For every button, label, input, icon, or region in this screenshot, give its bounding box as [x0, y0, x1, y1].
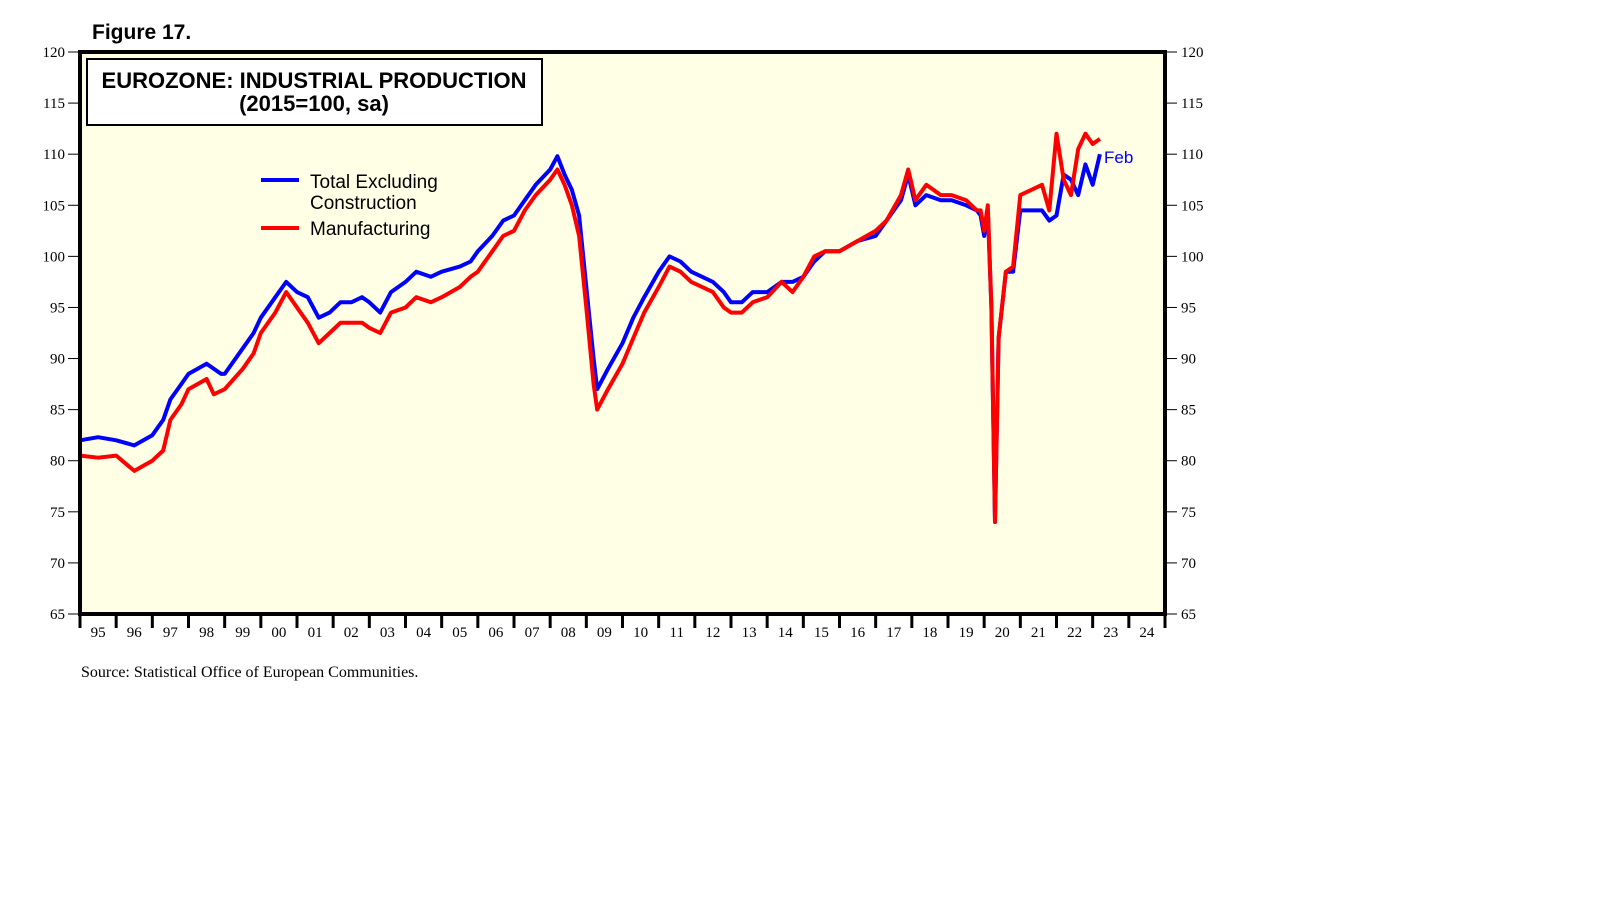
- y-tick-label-left: 115: [43, 96, 65, 112]
- x-tick-label: 95: [91, 625, 106, 641]
- y-tick-label-left: 110: [43, 147, 65, 163]
- y-tick-label-right: 70: [1181, 556, 1196, 572]
- x-tick-label: 00: [271, 625, 286, 641]
- x-tick-label: 24: [1139, 625, 1155, 641]
- x-tick-label: 15: [814, 625, 829, 641]
- chart-subtitle: (2015=100, sa): [239, 91, 389, 116]
- y-tick-label-left: 80: [50, 454, 65, 470]
- series-lines: [79, 131, 1102, 524]
- x-tick-label: 96: [127, 625, 143, 641]
- y-tick-label-left: 95: [50, 300, 65, 316]
- x-tick-label: 10: [633, 625, 648, 641]
- x-tick-label: 04: [416, 625, 432, 641]
- y-tick-label-left: 75: [50, 505, 65, 521]
- title-box: EUROZONE: INDUSTRIAL PRODUCTION (2015=10…: [86, 58, 543, 126]
- end-annotation: Feb: [1104, 148, 1133, 167]
- x-tick-label: 13: [742, 625, 757, 641]
- legend-label-total-2: Construction: [310, 193, 417, 214]
- plot-border: [78, 50, 1167, 616]
- x-tick-label: 19: [959, 625, 974, 641]
- y-tick-label-left: 90: [50, 352, 65, 368]
- x-tick-label: 03: [380, 625, 395, 641]
- y-tick-label-right: 95: [1181, 300, 1196, 316]
- x-tick-label: 16: [850, 625, 866, 641]
- x-tick-label: 23: [1103, 625, 1118, 641]
- y-tick-label-left: 85: [50, 403, 65, 419]
- y-tick-label-left: 100: [43, 249, 66, 265]
- x-tick-label: 08: [561, 625, 576, 641]
- y-tick-label-right: 120: [1181, 45, 1204, 61]
- x-tick-label: 09: [597, 625, 612, 641]
- x-tick-label: 02: [344, 625, 359, 641]
- figure-label: Figure 17.: [92, 21, 191, 44]
- x-tick-label: 22: [1067, 625, 1082, 641]
- x-tick-label: 98: [199, 625, 214, 641]
- x-tick-label: 21: [1031, 625, 1046, 641]
- source-note: Source: Statistical Office of European C…: [81, 664, 418, 681]
- x-tick-label: 97: [163, 625, 179, 641]
- chart-title: EUROZONE: INDUSTRIAL PRODUCTION: [102, 68, 527, 93]
- x-tick-label: 18: [922, 625, 937, 641]
- y-tick-label-left: 105: [43, 198, 66, 214]
- x-tick-label: 06: [488, 625, 504, 641]
- y-tick-label-right: 115: [1181, 96, 1203, 112]
- y-tick-label-left: 70: [50, 556, 65, 572]
- y-tick-label-right: 65: [1181, 607, 1196, 623]
- legend-label-manufacturing: Manufacturing: [310, 219, 430, 240]
- y-tick-label-right: 85: [1181, 403, 1196, 419]
- y-tick-label-right: 80: [1181, 454, 1196, 470]
- plot-area: [80, 52, 1165, 614]
- y-tick-label-right: 105: [1181, 198, 1204, 214]
- x-tick-label: 07: [525, 625, 541, 641]
- y-tick-label-right: 100: [1181, 249, 1204, 265]
- x-tick-label: 20: [995, 625, 1010, 641]
- x-tick-label: 11: [670, 625, 684, 641]
- x-tick-label: 17: [886, 625, 902, 641]
- x-tick-label: 99: [235, 625, 250, 641]
- x-tick-label: 05: [452, 625, 467, 641]
- legend-label-total-1: Total Excluding: [310, 172, 438, 193]
- series-line-manufacturing: [79, 131, 1102, 524]
- legend: Total Excluding Construction Manufacturi…: [261, 172, 438, 240]
- y-tick-label-right: 75: [1181, 505, 1196, 521]
- x-tick-label: 01: [308, 625, 323, 641]
- x-tick-label: 14: [778, 625, 794, 641]
- y-tick-label-right: 110: [1181, 147, 1203, 163]
- x-tick-label: 12: [705, 625, 720, 641]
- y-tick-label-right: 90: [1181, 352, 1196, 368]
- y-tick-label-left: 65: [50, 607, 65, 623]
- y-tick-label-left: 120: [43, 45, 66, 61]
